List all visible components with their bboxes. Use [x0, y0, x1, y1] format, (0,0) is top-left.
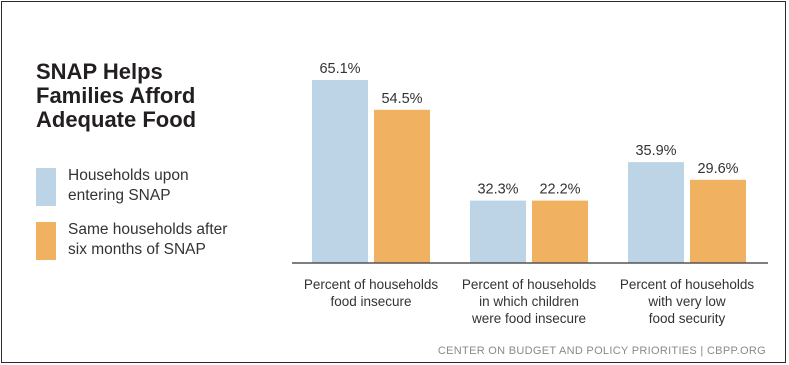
data-label-children-food-insecure-entering: 32.3%	[477, 182, 518, 198]
legend-swatch-entering	[36, 168, 56, 206]
chart-title: SNAP Helps Families Afford Adequate Food	[36, 59, 197, 132]
category-label-food-insecure: Percent of households food insecure	[304, 277, 439, 309]
bar-food-insecure-entering	[312, 80, 368, 263]
legend-label-after: Same households after six months of SNAP	[68, 221, 228, 258]
category-label-very-low-food-security: Percent of households with very low food s…	[620, 277, 755, 326]
data-label-food-insecure-entering: 65.1%	[319, 61, 360, 77]
source-credit: CENTER ON BUDGET AND POLICY PRIORITIES |…	[437, 345, 766, 357]
data-label-food-insecure-after: 54.5%	[381, 91, 422, 107]
data-label-children-food-insecure-after: 22.2%	[539, 182, 580, 198]
data-label-very-low-food-security-after: 29.6%	[697, 161, 738, 177]
bar-very-low-food-security-after	[690, 179, 746, 263]
legend-label-entering: Households upon entering SNAP	[68, 167, 189, 204]
bar-children-food-insecure-entering	[470, 200, 526, 263]
bar-very-low-food-security-entering	[628, 162, 684, 263]
legend-swatch-after	[36, 222, 56, 260]
bar-food-insecure-after	[374, 109, 430, 263]
category-label-children-food-insecure: Percent of households in which children we…	[462, 277, 597, 326]
bar-children-food-insecure-after	[532, 200, 588, 263]
data-label-very-low-food-security-entering: 35.9%	[635, 143, 676, 159]
